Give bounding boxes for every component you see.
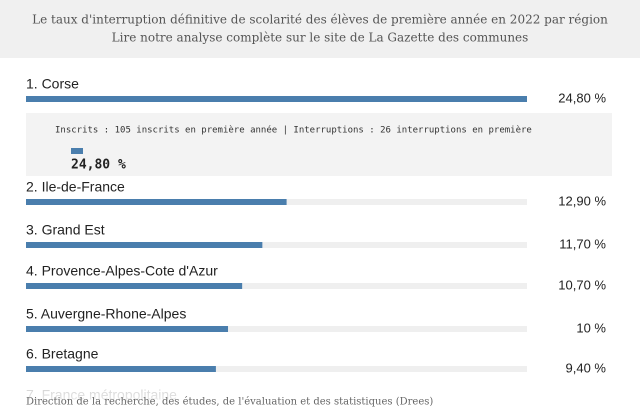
bar bbox=[26, 242, 263, 248]
category-label: 4. Provence-Alpes-Cote d'Azur bbox=[26, 263, 218, 279]
bar-track bbox=[26, 283, 527, 289]
bar bbox=[26, 326, 229, 332]
detail-panel bbox=[26, 113, 612, 176]
value-label: 10,70 % bbox=[558, 277, 606, 292]
header-band bbox=[0, 0, 640, 58]
bar-track bbox=[26, 366, 527, 372]
category-label: 3. Grand Est bbox=[26, 222, 105, 238]
chart-title: Le taux d'interruption définitive de sco… bbox=[32, 13, 608, 27]
rows: 1. Corse 24,80 % 2. Ile-de-France 12,90 % 3.… bbox=[26, 76, 606, 403]
bar bbox=[26, 96, 527, 102]
fade-overlay bbox=[0, 386, 640, 412]
bar bbox=[26, 199, 287, 205]
source: Direction de la recherche, des études, d… bbox=[26, 397, 433, 408]
detail-text: Inscrits : 105 inscrits en première anné… bbox=[55, 125, 532, 136]
value-label: 11,70 % bbox=[559, 236, 606, 251]
value-label: 24,80 % bbox=[558, 90, 606, 105]
category-label: 1. Corse bbox=[26, 76, 79, 92]
category-label: 2. Ile-de-France bbox=[26, 179, 125, 195]
value-label: 10 % bbox=[576, 320, 606, 335]
category-label: 6. Bretagne bbox=[26, 346, 99, 362]
detail-bar bbox=[71, 148, 83, 154]
bar bbox=[26, 283, 243, 289]
value-label: 12,90 % bbox=[558, 193, 606, 208]
chart-subtitle: Lire notre analyse complète sur le site … bbox=[112, 31, 529, 45]
detail-value: 24,80 % bbox=[71, 158, 126, 173]
bar-track bbox=[26, 242, 527, 248]
category-label: 5. Auvergne-Rhone-Alpes bbox=[26, 306, 186, 322]
bar-track bbox=[26, 326, 527, 332]
bar bbox=[26, 366, 216, 372]
value-label: 9,40 % bbox=[566, 360, 607, 375]
